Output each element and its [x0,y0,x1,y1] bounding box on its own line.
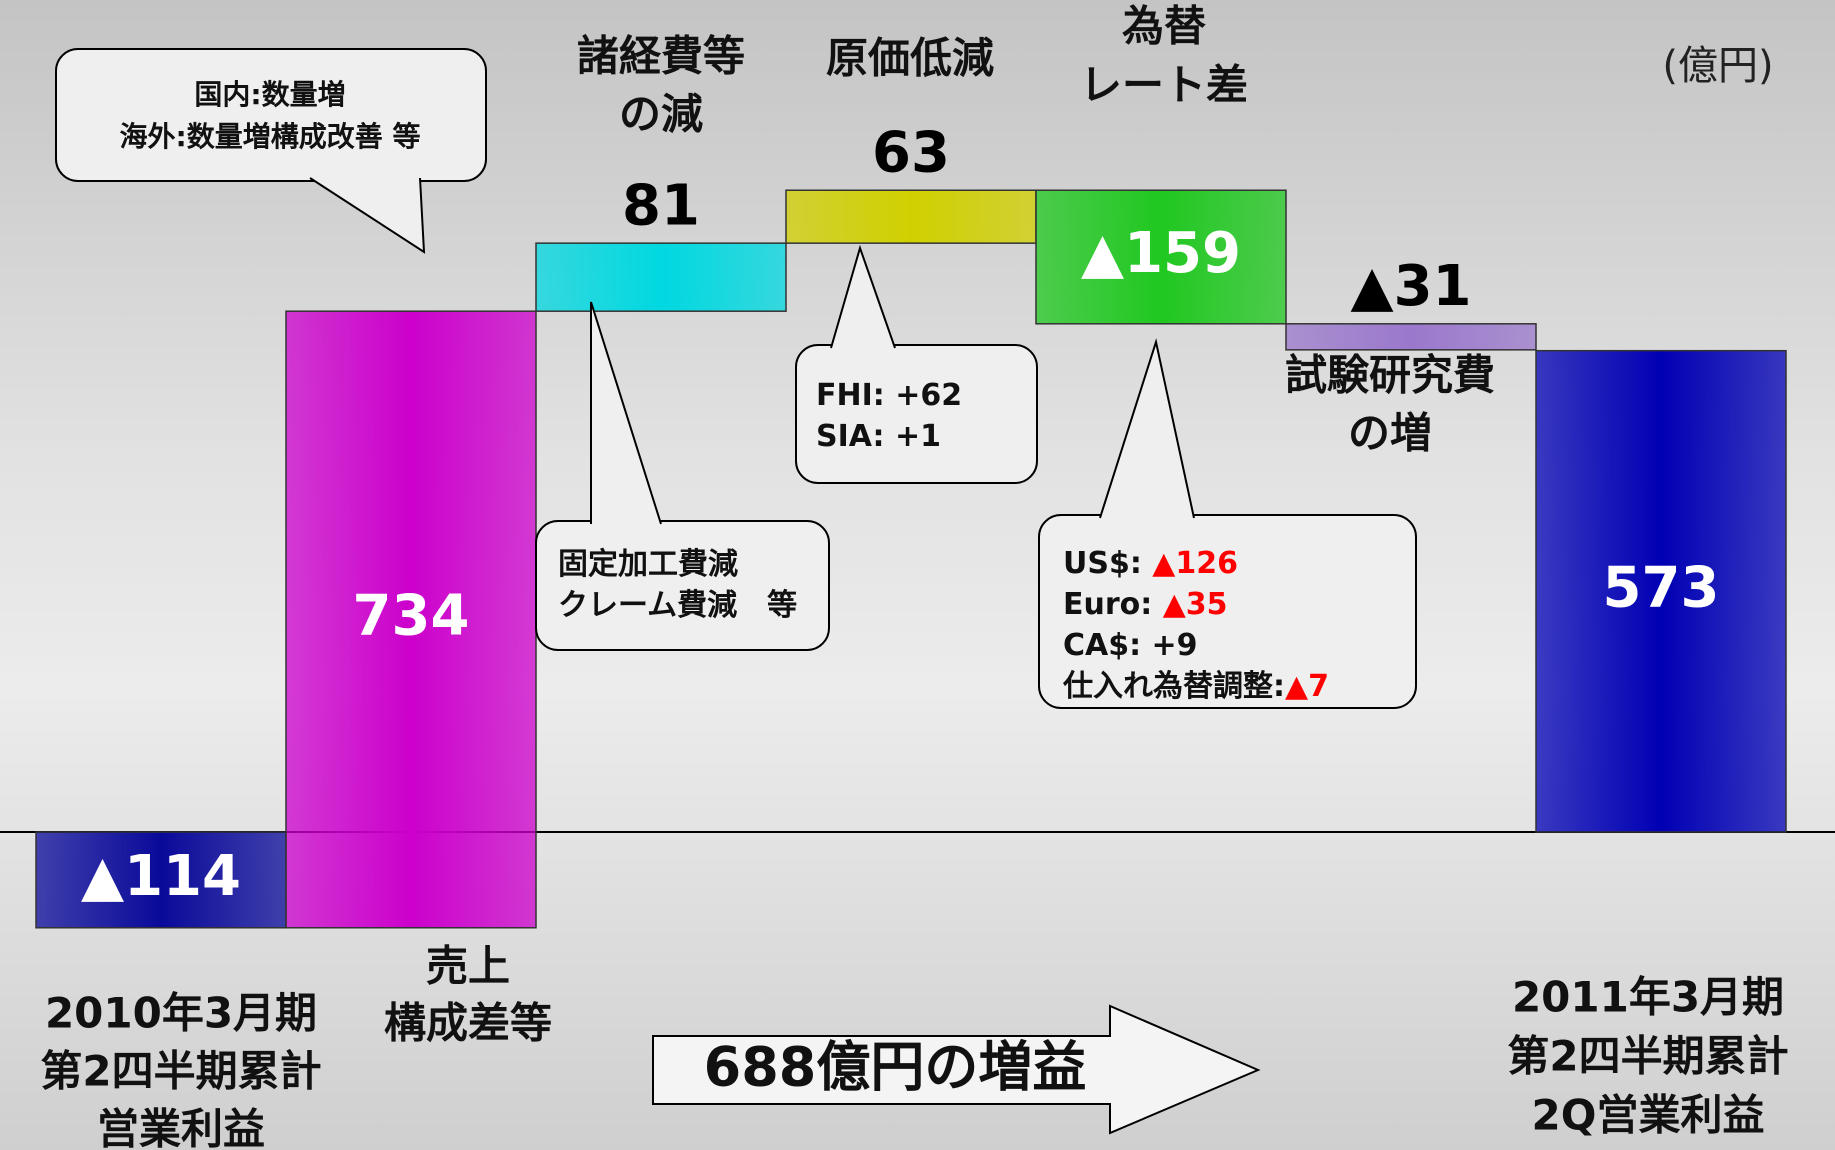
value-label: ▲114 [81,844,241,909]
category-label: 諸経費等 [577,32,745,81]
callout-text: クレーム費減 等 [558,588,797,623]
callout-text: US$: ▲126 [1063,546,1238,581]
category-label: 営業利益 [97,1105,265,1150]
callout-text: 海外:数量増構成改善 等 [120,120,421,153]
callout-text: Euro: ▲35 [1063,587,1228,622]
category-label: 原価低減 [826,34,994,83]
category-label: 2Q営業利益 [1532,1091,1765,1140]
callout-tail [831,248,895,348]
value-label: ▲31 [1351,254,1472,319]
callout-box [796,345,1037,483]
callout-text-part: SIA: +1 [816,419,941,454]
callout-text-part: Euro: [1063,587,1163,622]
category-label: レート差 [1080,61,1248,110]
value-label: ▲159 [1081,221,1241,286]
value-label: 81 [622,173,700,238]
callout-tail [310,178,424,252]
callout-text: FHI: +62 [816,378,962,413]
callout-text: 国内:数量増 [194,78,345,111]
category-label: の増 [1348,409,1432,458]
value-label: 734 [353,584,470,649]
callout-text: 固定加工費減 [558,547,738,582]
chart: (億円) 688億円の増益 ▲1142010年3月期第2四半期累計営業利益734… [0,0,1835,1150]
bar [786,190,1036,243]
category-label: 売上 [426,942,510,991]
category-label: の減 [619,90,703,139]
category-label: 第2四半期累計 [40,1047,321,1096]
unit-label: (億円) [1662,43,1773,89]
callout-text-part: ▲126 [1152,546,1238,581]
callout-text-part: 仕入れ為替調整: [1062,669,1285,704]
bar [536,243,786,311]
summary-text: 688億円の増益 [704,1036,1087,1099]
callout-text-part: ▲7 [1285,669,1329,704]
callout-box [56,49,486,181]
category-label: 試験研究費 [1285,351,1495,400]
callout-text-part: CA$: +9 [1063,628,1198,663]
callout-box [536,521,829,650]
callout-text-part: FHI: +62 [816,378,962,413]
page: (億円) 688億円の増益 ▲1142010年3月期第2四半期累計営業利益734… [0,0,1835,1150]
callout-text-part: 海外:数量増構成改善 等 [120,120,421,153]
value-label: 63 [872,120,950,185]
callout-tail [591,302,661,524]
category-label: 構成差等 [384,999,552,1048]
callout-text-part: クレーム費減 等 [558,588,797,623]
category-label: 為替 [1122,2,1206,51]
callout-text-part: US$: [1063,546,1152,581]
callout-text-part: ▲35 [1163,587,1228,622]
callout-text-part: 固定加工費減 [558,547,738,582]
category-label: 第2四半期累計 [1507,1032,1788,1081]
callout-tail [1100,342,1194,518]
callout-text: CA$: +9 [1063,628,1198,663]
callout-text-part: 国内:数量増 [194,78,345,111]
bar [1286,324,1536,350]
category-label: 2010年3月期 [45,989,317,1038]
callout-text: SIA: +1 [816,419,941,454]
category-label: 2011年3月期 [1512,973,1784,1022]
value-label: 573 [1603,555,1720,620]
callout-text: 仕入れ為替調整:▲7 [1062,669,1329,704]
